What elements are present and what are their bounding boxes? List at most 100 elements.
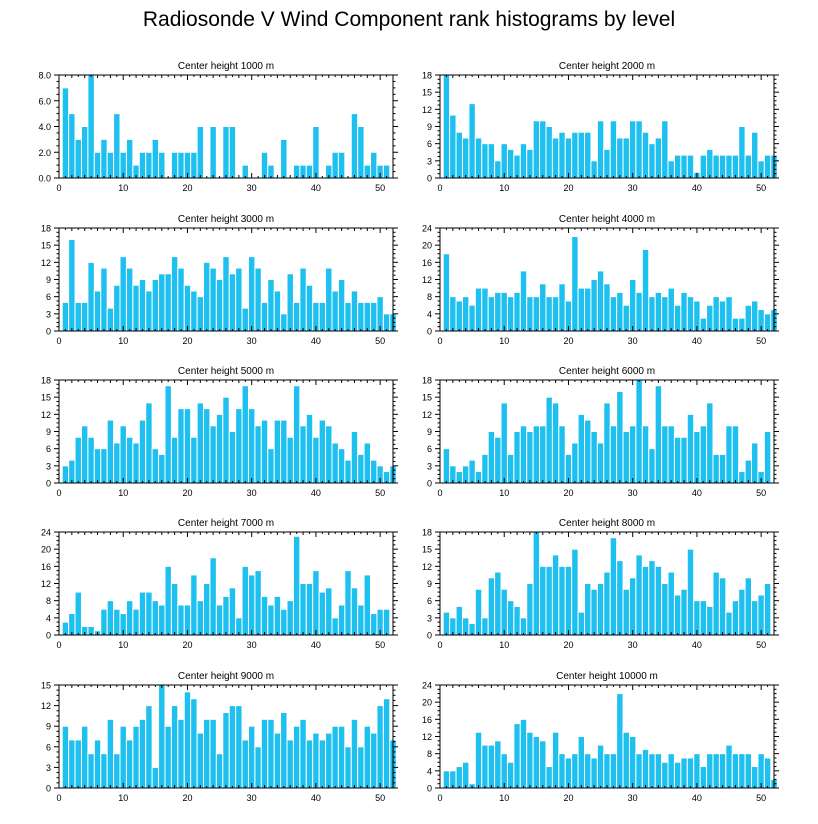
histogram-bar <box>577 736 586 789</box>
histogram-bar <box>215 604 224 636</box>
histogram-bar <box>222 396 230 484</box>
histogram-bar <box>337 448 346 484</box>
x-tick-label: 50 <box>375 336 385 346</box>
histogram-bar <box>744 154 753 179</box>
histogram-bar <box>177 151 185 179</box>
histogram-bar <box>744 753 753 789</box>
histogram-bar <box>357 746 365 789</box>
histogram-bar <box>487 143 496 179</box>
y-tick-label: 18 <box>422 528 432 538</box>
histogram-bar <box>545 565 553 636</box>
histogram-bar <box>616 390 624 484</box>
histogram-bar <box>539 740 547 789</box>
histogram-bar <box>196 600 205 636</box>
y-tick-label: 8 <box>46 596 51 606</box>
histogram-bar <box>370 732 378 789</box>
histogram-bar <box>100 448 108 484</box>
histogram-bar <box>628 425 637 484</box>
histogram-bar <box>532 120 541 179</box>
histogram-bar <box>74 591 82 636</box>
y-tick-label: 12 <box>41 410 51 420</box>
histogram-bar <box>113 442 121 484</box>
x-tick-label: 20 <box>563 640 573 650</box>
panel-title: Center height 7000 m <box>178 518 274 529</box>
histogram-bar <box>132 725 140 789</box>
histogram-bar <box>331 725 339 789</box>
histogram-bar <box>337 151 346 179</box>
histogram-bar <box>539 565 547 636</box>
histogram-bar <box>68 459 76 484</box>
histogram-bar <box>305 284 314 332</box>
histogram-panel: Center height 10000 m 0 10 20 30 40 50 0 4 8 12 16 2… <box>422 671 779 803</box>
histogram-bar <box>61 725 70 789</box>
histogram-bar <box>325 587 333 636</box>
histogram-bar <box>145 402 153 484</box>
panel-title: Center height 6000 m <box>559 366 655 377</box>
histogram-bar <box>125 739 134 789</box>
histogram-bar <box>481 617 489 636</box>
histogram-bar <box>254 425 262 484</box>
histogram-bar <box>280 608 288 636</box>
histogram-bar <box>357 604 365 636</box>
histogram-bar <box>106 419 115 484</box>
histogram-bar <box>370 151 378 179</box>
histogram-bar <box>551 296 560 332</box>
histogram-bar <box>247 408 256 484</box>
histogram-bar <box>177 718 185 789</box>
histogram-bar <box>138 718 147 789</box>
histogram-bar <box>648 143 656 179</box>
histogram-bar <box>93 448 102 484</box>
figure-title: Radiosonde V Wind Component rank histogr… <box>142 8 676 31</box>
histogram-bar <box>183 284 192 332</box>
histogram-bar <box>312 570 320 636</box>
x-tick-label: 0 <box>56 793 61 803</box>
histogram-bar <box>68 613 76 636</box>
y-tick-label: 9 <box>427 427 432 437</box>
histogram-bar <box>337 604 346 636</box>
histogram-bar <box>763 154 772 179</box>
histogram-bar <box>455 300 463 332</box>
histogram-bar <box>292 301 301 332</box>
histogram-bar <box>609 753 618 789</box>
histogram-panel: Center height 5000 m 0 10 20 30 40 50 0 3 6 9 12 15 1… <box>41 366 398 498</box>
x-tick-label: 50 <box>756 336 766 346</box>
histogram-bar <box>363 725 372 789</box>
histogram-bar <box>609 120 618 179</box>
histogram-panel: Center height 1000 m 0 10 20 30 40 50 0.0 2.0 4.0… <box>38 61 398 193</box>
histogram-bar <box>145 290 153 332</box>
histogram-bar <box>712 154 720 179</box>
histogram-bar <box>622 588 630 636</box>
histogram-bar <box>661 120 669 179</box>
histogram-bar <box>455 766 463 789</box>
y-tick-label: 6 <box>46 292 51 302</box>
x-tick-label: 10 <box>499 336 509 346</box>
y-tick-label: 0 <box>427 631 432 641</box>
x-tick-label: 10 <box>499 488 509 498</box>
y-tick-label: 15 <box>41 393 51 403</box>
histogram-bar <box>673 761 682 789</box>
histogram-bar <box>61 301 70 332</box>
histogram-bar <box>299 583 307 636</box>
histogram-bar <box>763 431 772 484</box>
y-tick-label: 9 <box>46 275 51 285</box>
histogram-bar <box>571 236 579 332</box>
histogram-bar <box>125 436 134 484</box>
histogram-bar <box>267 604 275 636</box>
histogram-bar <box>751 766 759 789</box>
histogram-bar <box>145 705 153 789</box>
x-tick-label: 0 <box>437 336 442 346</box>
histogram-bar <box>68 113 76 179</box>
histogram-bar <box>119 256 127 332</box>
x-tick-label: 0 <box>437 488 442 498</box>
y-tick-label: 12 <box>422 105 432 115</box>
histogram-bar <box>260 419 269 484</box>
histogram-bar <box>455 131 463 179</box>
histogram-bar <box>196 402 205 484</box>
histogram-bar <box>513 431 521 484</box>
histogram-bar <box>363 574 372 636</box>
histogram-bar <box>673 436 682 484</box>
histogram-bar <box>571 131 579 179</box>
histogram-bar <box>113 753 121 789</box>
y-tick-label: 8 <box>427 749 432 759</box>
y-tick-label: 0 <box>427 479 432 489</box>
